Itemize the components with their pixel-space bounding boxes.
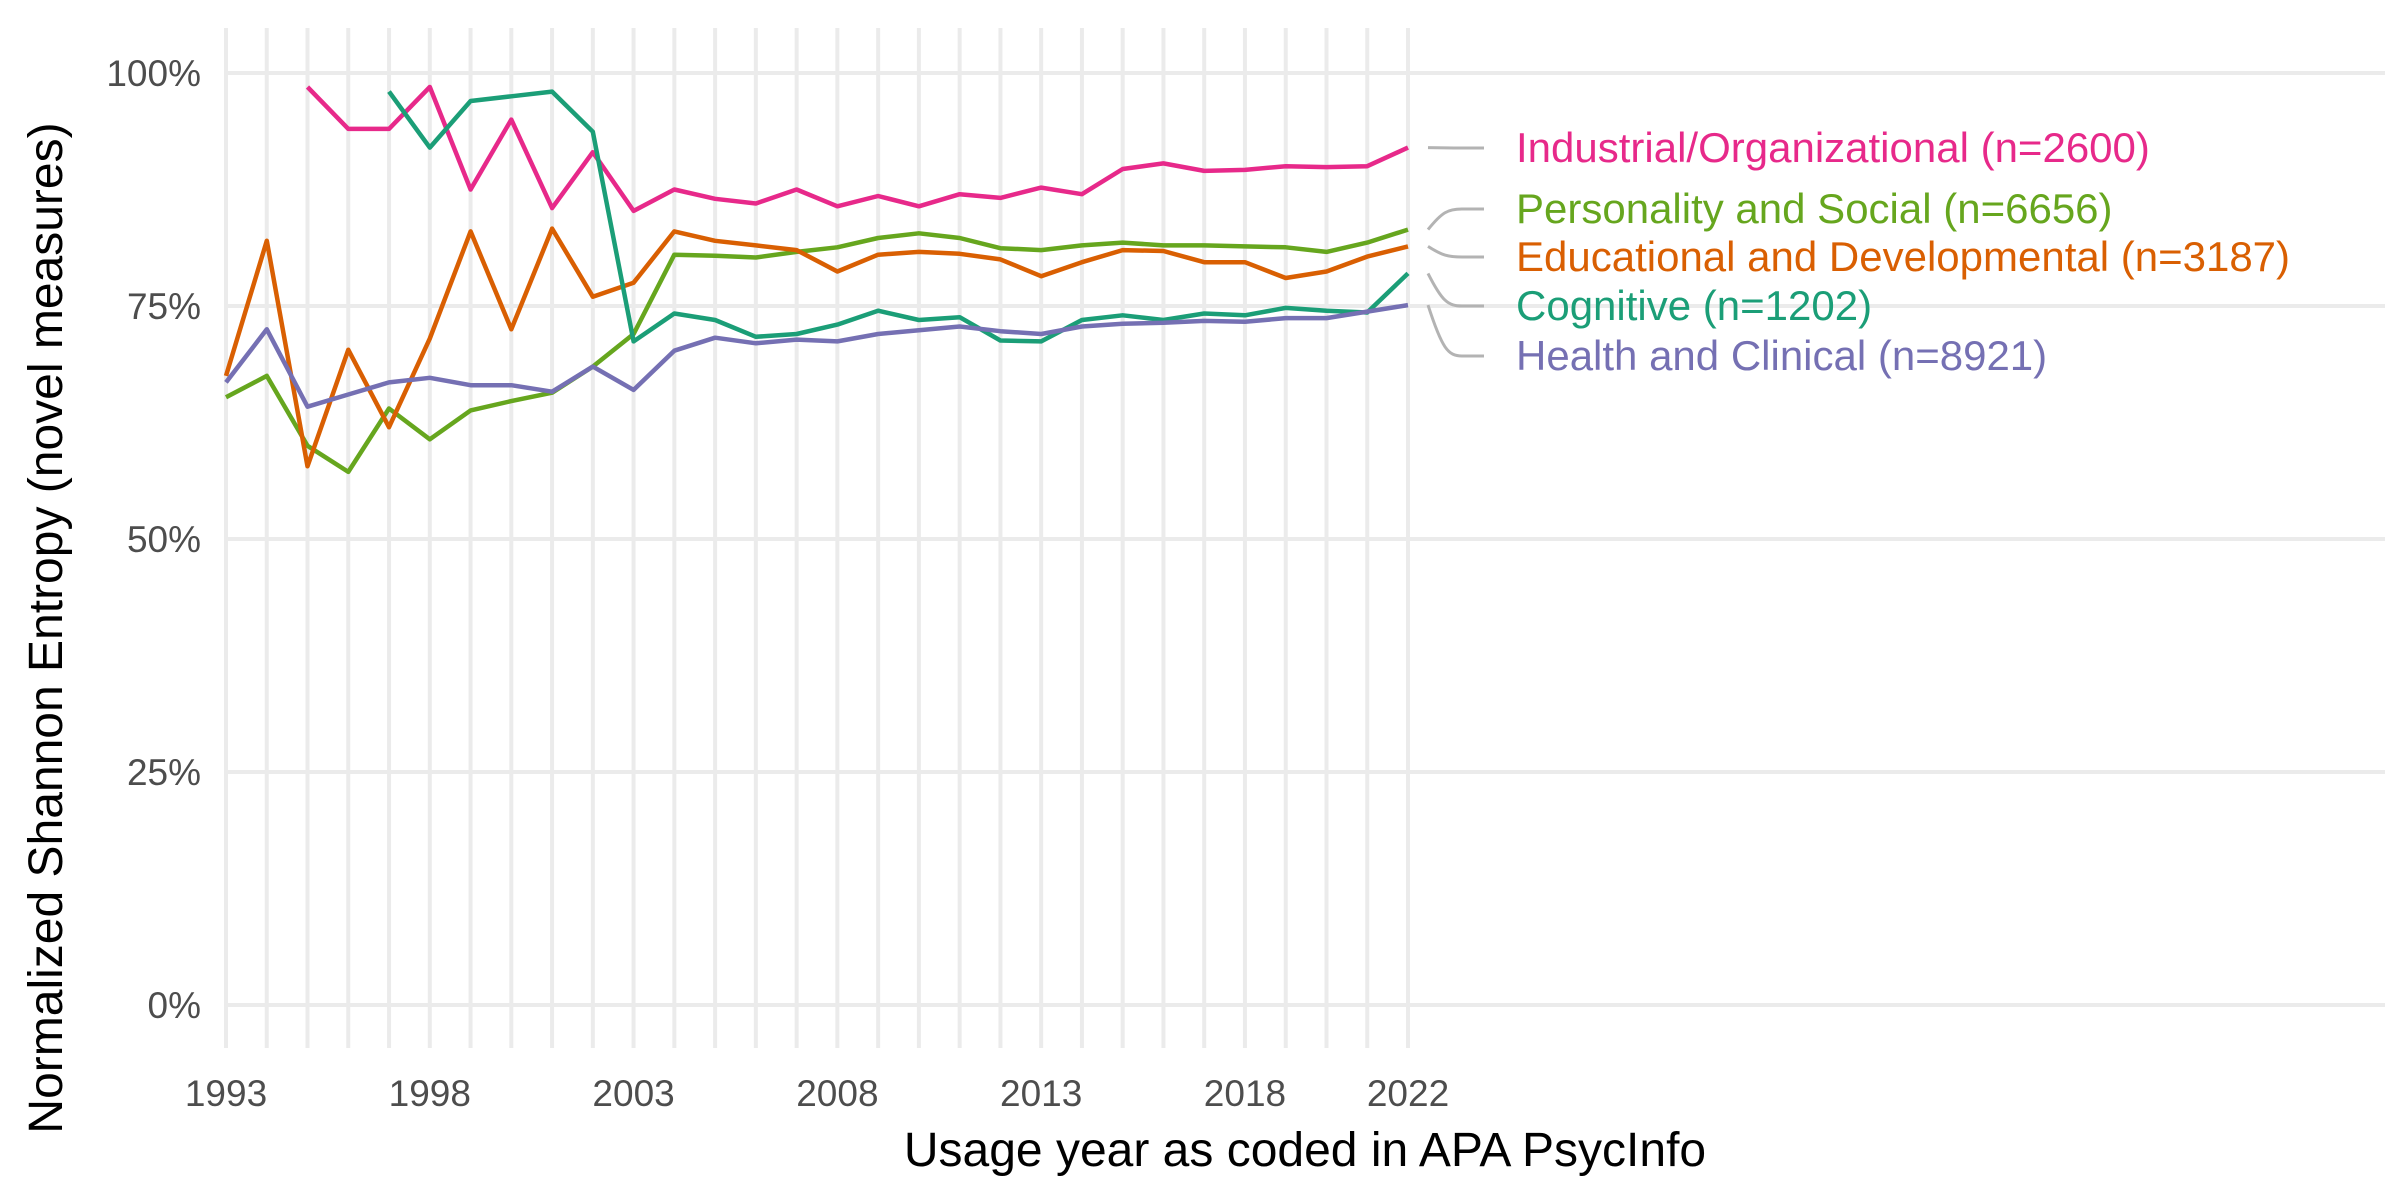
y-axis-title: Normalized Shannon Entropy (novel measur… [20,122,73,1133]
legend-label: Health and Clinical (n=8921) [1516,332,2047,379]
y-tick-label: 25% [127,752,201,793]
x-tick-label: 1993 [185,1073,267,1114]
legend-leader-line [1426,207,1484,231]
series-line-4 [224,302,1409,409]
x-tick-labels: 1993 1998 2003 2008 2013 2018 2022 [185,1073,1449,1114]
y-tick-label: 0% [148,985,201,1026]
y-tick-labels: 0% 25% 50% 75% 100% [106,53,201,1026]
legend-label: Educational and Developmental (n=3187) [1516,233,2290,280]
direct-legend: Industrial/Organizational (n=2600) Person… [1516,124,2290,379]
legend-label: Industrial/Organizational (n=2600) [1516,124,2150,171]
x-tick-label: 2003 [592,1073,674,1114]
legend-leader-line [1427,245,1484,259]
legend-label: Personality and Social (n=6656) [1516,185,2113,232]
y-tick-label: 75% [127,286,201,327]
legend-leader-line [1426,304,1484,358]
x-tick-label: 2022 [1367,1073,1449,1114]
x-tick-label: 1998 [389,1073,471,1114]
series-line-1 [224,227,1409,475]
x-tick-label: 2018 [1204,1073,1286,1114]
series-line-0 [305,84,1409,214]
y-tick-label: 100% [106,53,201,94]
x-tick-label: 2013 [1000,1073,1082,1114]
y-tick-label: 50% [127,519,201,560]
x-axis-title: Usage year as coded in APA PsycInfo [904,1124,1706,1177]
legend-leader-line [1426,272,1484,308]
legend-leader-lines [1426,146,1484,358]
legend-label: Cognitive (n=1202) [1516,282,1872,329]
series-line-2 [223,226,1409,469]
x-tick-label: 2008 [796,1073,878,1114]
series-line-3 [387,89,1410,344]
y-gridlines [226,71,2385,1007]
series-lines [223,84,1410,475]
